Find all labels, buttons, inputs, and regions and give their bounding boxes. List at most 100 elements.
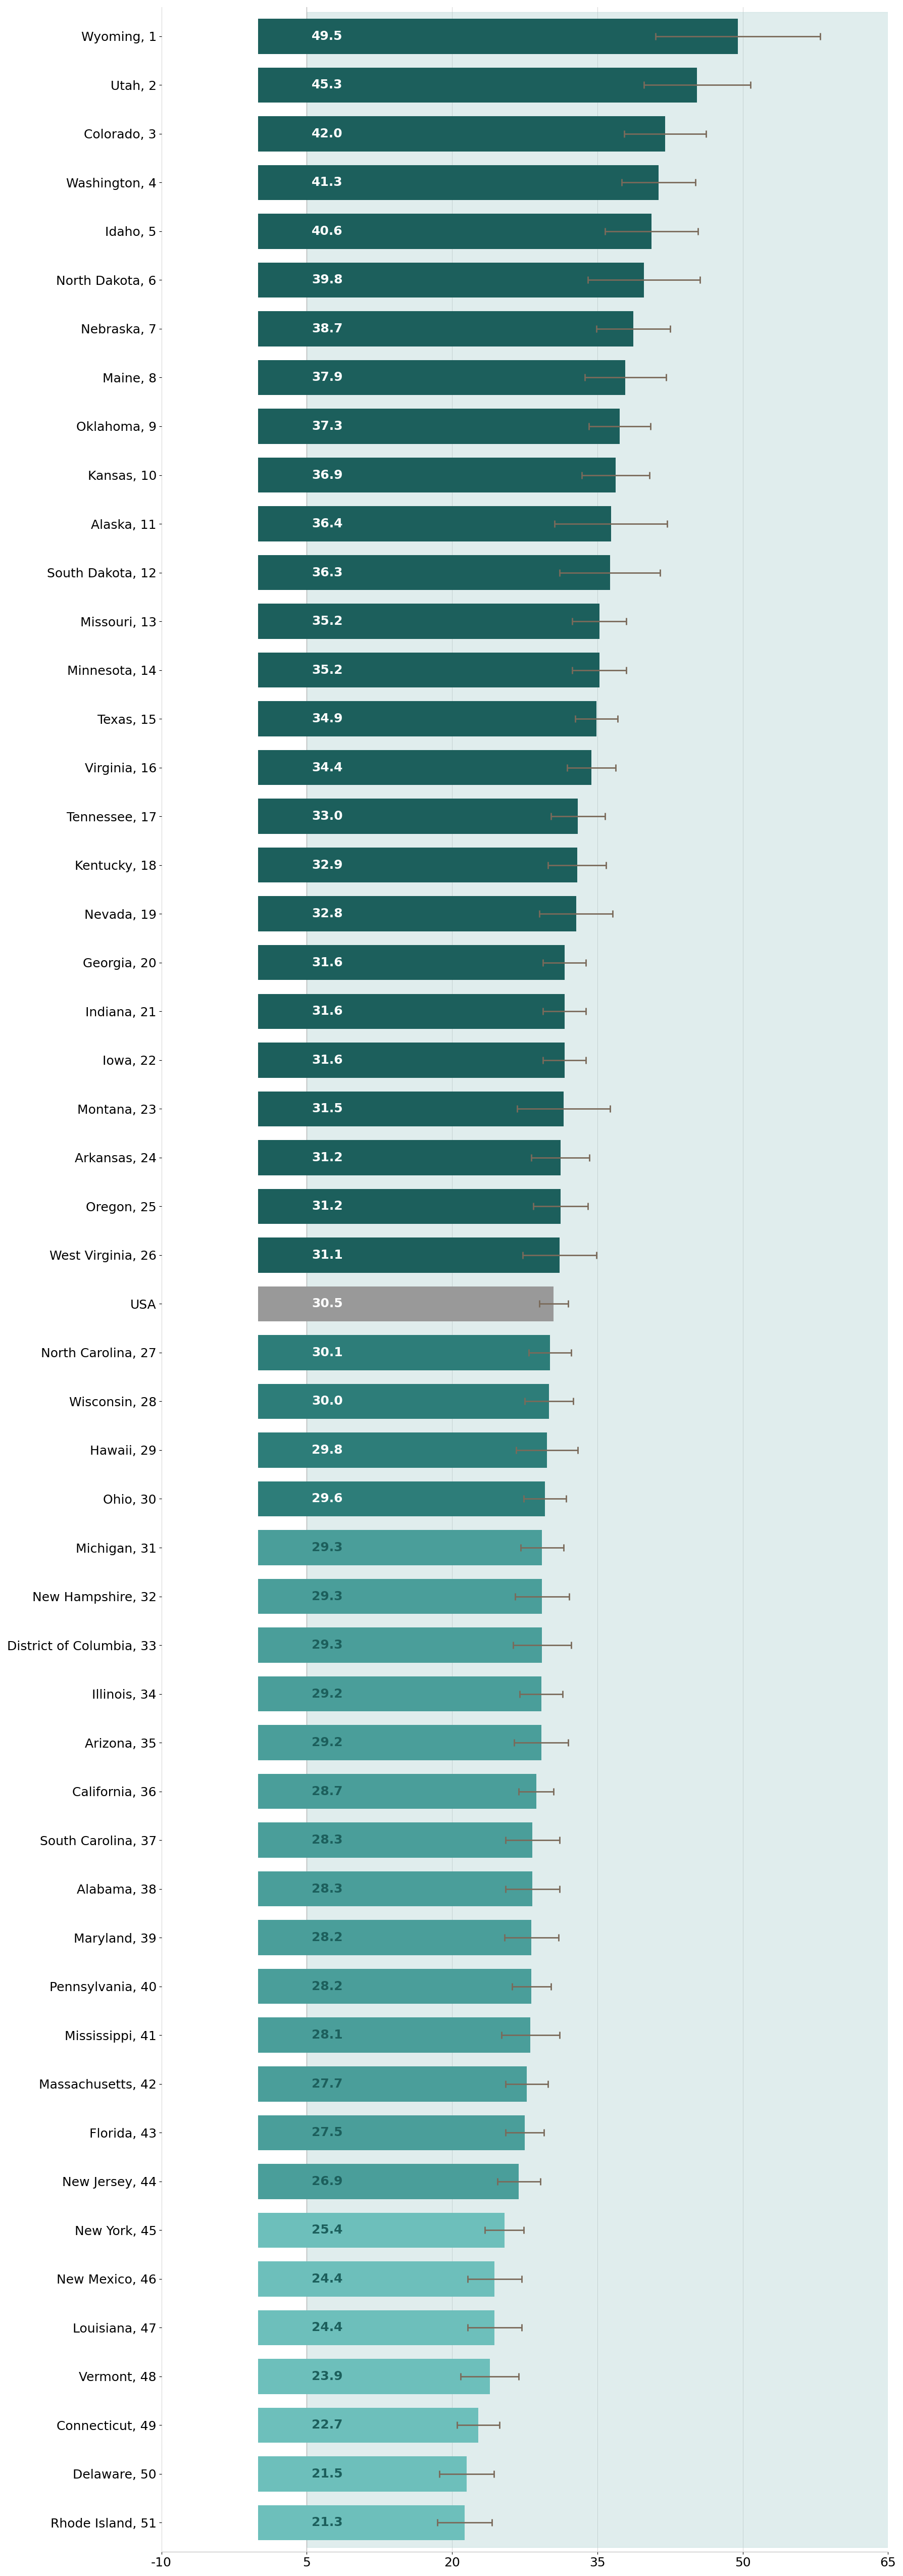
Text: 24.4: 24.4	[312, 2321, 342, 2334]
Bar	[258, 1628, 542, 1662]
Bar	[258, 1236, 560, 1273]
Text: 30.5: 30.5	[312, 1298, 343, 1311]
Bar	[258, 652, 600, 688]
Bar	[258, 116, 666, 152]
Bar	[258, 1043, 564, 1077]
Bar	[258, 2164, 519, 2200]
Bar	[258, 459, 616, 492]
Bar	[258, 165, 658, 201]
Text: 31.2: 31.2	[312, 1200, 343, 1213]
Bar	[258, 214, 652, 250]
Text: 31.1: 31.1	[312, 1249, 343, 1262]
Bar	[258, 848, 577, 884]
Text: 22.7: 22.7	[312, 2419, 342, 2432]
Bar	[258, 507, 611, 541]
Text: 30.1: 30.1	[312, 1347, 343, 1358]
Text: 41.3: 41.3	[312, 178, 343, 188]
Text: 33.0: 33.0	[312, 811, 343, 822]
Bar	[258, 1824, 533, 1857]
Bar	[258, 2115, 525, 2151]
Bar	[258, 1141, 561, 1175]
Text: 28.7: 28.7	[312, 1785, 342, 1798]
Text: 28.3: 28.3	[312, 1883, 342, 1896]
Text: 28.3: 28.3	[312, 1834, 342, 1847]
Text: 36.4: 36.4	[312, 518, 342, 531]
Text: 36.9: 36.9	[312, 469, 342, 482]
Bar	[258, 18, 738, 54]
Bar	[258, 750, 591, 786]
Text: 37.9: 37.9	[312, 371, 342, 384]
Text: 35.2: 35.2	[312, 665, 342, 675]
Text: 45.3: 45.3	[312, 80, 342, 90]
Bar	[258, 2409, 479, 2442]
Bar	[258, 1677, 541, 1710]
Bar	[258, 2213, 505, 2249]
Bar	[258, 1579, 542, 1615]
Text: 42.0: 42.0	[312, 129, 343, 139]
Bar	[258, 799, 578, 835]
Text: 34.9: 34.9	[312, 714, 342, 724]
Text: 27.7: 27.7	[312, 2079, 342, 2089]
Text: 24.4: 24.4	[312, 2272, 342, 2285]
Bar	[258, 603, 600, 639]
Text: 21.5: 21.5	[312, 2468, 343, 2481]
Text: 23.9: 23.9	[312, 2370, 342, 2383]
Text: 29.2: 29.2	[312, 1736, 342, 1749]
Text: 29.2: 29.2	[312, 1687, 342, 1700]
Text: 31.2: 31.2	[312, 1151, 343, 1164]
Text: 31.6: 31.6	[312, 1054, 343, 1066]
Bar	[258, 1334, 550, 1370]
Bar	[258, 361, 626, 394]
Bar	[258, 1968, 532, 2004]
Bar	[258, 410, 619, 443]
Bar	[258, 1726, 541, 1759]
Text: 31.6: 31.6	[312, 956, 343, 969]
Text: 25.4: 25.4	[312, 2223, 342, 2236]
Text: 36.3: 36.3	[312, 567, 342, 580]
Bar	[258, 2360, 489, 2393]
Text: 49.5: 49.5	[312, 31, 342, 41]
Bar	[258, 2017, 530, 2053]
Text: 39.8: 39.8	[312, 273, 342, 286]
Bar	[258, 994, 564, 1028]
Bar	[258, 263, 644, 299]
Bar	[258, 945, 564, 979]
Bar	[258, 896, 576, 933]
Bar	[258, 1383, 549, 1419]
Text: 37.3: 37.3	[312, 420, 342, 433]
Bar	[258, 1432, 547, 1468]
Bar	[258, 1188, 561, 1224]
Bar	[258, 1919, 532, 1955]
Bar	[258, 2458, 467, 2491]
Text: 29.3: 29.3	[312, 1540, 342, 1553]
Text: 28.2: 28.2	[312, 1981, 342, 1991]
Bar	[258, 554, 610, 590]
Text: 29.3: 29.3	[312, 1638, 342, 1651]
Text: 28.2: 28.2	[312, 1932, 342, 1945]
Text: 31.5: 31.5	[312, 1103, 343, 1115]
Bar	[258, 2504, 465, 2540]
Text: 28.1: 28.1	[312, 2030, 343, 2040]
Text: 32.8: 32.8	[312, 907, 342, 920]
Bar	[258, 1870, 533, 1906]
Text: 38.7: 38.7	[312, 322, 342, 335]
Bar	[258, 312, 633, 345]
Bar	[258, 2066, 526, 2102]
Bar	[258, 1285, 554, 1321]
Bar	[258, 2311, 495, 2344]
Text: 32.9: 32.9	[312, 858, 342, 871]
Text: 30.0: 30.0	[312, 1396, 343, 1406]
Bar	[258, 1481, 545, 1517]
Text: 29.6: 29.6	[312, 1494, 342, 1504]
Bar	[258, 1775, 536, 1808]
Bar	[258, 2262, 495, 2295]
Text: 21.3: 21.3	[312, 2517, 343, 2530]
Text: 26.9: 26.9	[312, 2174, 342, 2187]
Text: 29.8: 29.8	[312, 1445, 342, 1455]
Text: 27.5: 27.5	[312, 2128, 342, 2138]
Text: 34.4: 34.4	[312, 762, 342, 773]
Bar	[258, 67, 697, 103]
Bar	[258, 701, 596, 737]
Text: 31.6: 31.6	[312, 1005, 343, 1018]
Bar	[258, 1092, 563, 1126]
